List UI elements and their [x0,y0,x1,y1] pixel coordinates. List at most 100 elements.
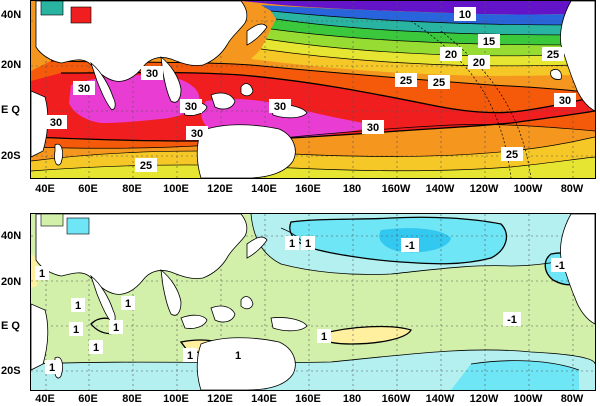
svg-text:-1: -1 [405,240,415,252]
lon-label-120e: 120E [207,183,233,195]
sst-label-30h: 30 [554,93,576,107]
lon-label-40e: 40E [35,183,55,195]
lon-label-60e-b: 60E [78,393,98,405]
svg-text:30: 30 [274,101,286,113]
land-new-guinea-b [270,317,308,332]
svg-text:30: 30 [185,101,197,113]
lat-label-20s: 20S [1,150,21,162]
lon-label-120e-b: 120E [207,393,233,405]
sst-band-teal [271,11,595,35]
sst-band-purple [241,1,595,15]
land-north-america-b [560,214,595,325]
sst-patch-north [40,1,64,16]
svg-text:25: 25 [547,49,559,61]
anom-label-1g: 1 [109,320,123,334]
sst-label-25a: 25 [395,73,417,87]
sst-contour-labels: 10 15 20 20 25 25 25 25 25 30 30 30 30 3… [45,7,576,172]
sst-map-svg: 10 15 20 20 25 25 25 25 25 30 30 30 30 3… [31,1,595,178]
sst-label-25b: 25 [428,75,450,89]
anom-label-neg1b: -1 [551,258,569,272]
svg-text:30: 30 [146,68,158,80]
svg-text:20: 20 [445,49,457,61]
lon-label-80w-b: 80W [560,393,584,405]
anom-light-cyan-south [31,349,595,390]
anom-label-1i: 1 [183,348,197,362]
lat-label-40n: 40N [1,9,22,21]
svg-text:30: 30 [78,83,90,95]
sst-label-30f: 30 [269,99,291,113]
lat-label-20n: 20N [1,59,22,71]
land-indochina-b [160,269,182,316]
svg-text:1: 1 [75,300,81,312]
svg-text:1: 1 [49,362,55,374]
svg-text:25: 25 [433,77,445,89]
sst-label-10: 10 [454,7,476,21]
anom-label-1a: 1 [285,236,299,250]
land-borneo-b [210,305,236,323]
svg-text:1: 1 [305,238,311,250]
lon-label-180-b: 180 [342,393,362,405]
svg-text:1: 1 [125,298,131,310]
sst-label-15: 15 [478,34,500,48]
anomaly-map-panel: 40N 20N E Q 20S [0,203,600,406]
sst-label-30c: 30 [45,115,67,129]
land-philippines [240,83,254,97]
land-north-america [560,1,595,112]
sst-band-yellow [261,39,595,66]
sst-label-30a: 30 [141,66,163,80]
sst-label-30b: 30 [73,81,95,95]
anom-label-neg1a: -1 [401,238,419,252]
lon-label-60e: 60E [78,183,98,195]
anom-cyan-south [451,360,579,390]
sst-label-25e: 25 [135,158,157,172]
anom-landmasses [31,214,595,390]
lon-label-100e-b: 100E [163,393,189,405]
lon-label-160e: 160E [295,183,321,195]
sst-band-blue [261,5,595,25]
anom-label-1k: 1 [231,348,245,362]
lat-label-20n-b: 20N [1,276,22,288]
lon-label-140w: 140W [425,183,455,195]
land-australia [196,124,296,178]
anom-label-neg1c: -1 [503,312,521,326]
anom-patch-north [40,214,64,227]
land-japan-b [246,236,268,259]
svg-text:1: 1 [39,268,45,280]
svg-text:25: 25 [506,149,518,161]
svg-text:1: 1 [235,350,241,362]
svg-text:30: 30 [367,122,379,134]
lon-label-140w-b: 140W [425,393,455,405]
svg-text:30: 30 [50,117,62,129]
svg-text:15: 15 [483,36,495,48]
svg-text:25: 25 [140,160,152,172]
lon-label-40e-b: 40E [35,393,55,405]
anom-patch-med [66,217,90,235]
svg-text:1: 1 [187,350,193,362]
svg-text:30: 30 [559,95,571,107]
svg-text:1: 1 [113,322,119,334]
lon-label-140e: 140E [251,183,277,195]
anom-label-1d: 1 [71,298,85,312]
lon-label-100w-b: 100W [513,393,543,405]
anom-label-1e: 1 [121,296,135,310]
svg-text:1: 1 [73,324,79,336]
sst-label-30d: 30 [180,99,202,113]
anom-label-1j: 1 [317,329,331,343]
anom-label-1l: 1 [45,360,59,374]
sst-map-panel: 40N 20N E Q 20S [1,0,596,195]
land-philippines-b [240,296,254,310]
land-australia-b [196,337,296,390]
anomaly-plot-area: 1 1 1 1 1 1 1 1 1 1 1 1 -1 -1 -1 [30,213,596,391]
sst-label-25c: 25 [542,47,564,61]
sst-plot-area: 10 15 20 20 25 25 25 25 25 30 30 30 30 3… [30,0,596,179]
svg-text:10: 10 [459,9,471,21]
svg-text:30: 30 [191,128,203,140]
anom-label-1f: 1 [69,322,83,336]
land-africa-b [31,303,49,371]
sst-label-25d: 25 [501,147,523,161]
lon-label-160w-b: 160W [381,393,411,405]
sst-label-20a: 20 [440,47,462,61]
land-india [90,61,116,110]
lon-label-80w: 80W [560,183,584,195]
svg-text:-1: -1 [555,260,565,272]
